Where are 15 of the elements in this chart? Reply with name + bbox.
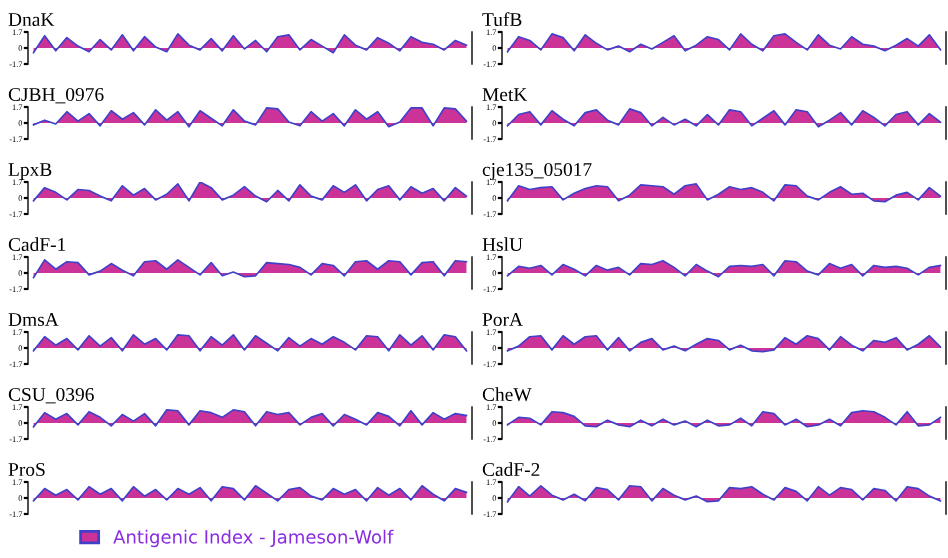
- chart-title: ProS: [8, 462, 45, 477]
- chart-title: DmsA: [8, 313, 59, 327]
- chart-title: TufB: [482, 12, 522, 27]
- chart-title: CadF-2: [482, 462, 540, 477]
- chart-title: MetK: [482, 88, 528, 102]
- chart-title: CJBH_0976: [8, 87, 104, 104]
- chart-title: LpxB: [8, 163, 52, 180]
- chart-title: HslU: [482, 237, 523, 252]
- chart-title: DnaK: [8, 13, 55, 27]
- chart-title: CheW: [482, 387, 532, 402]
- chart-title: cje135_05017: [482, 162, 592, 180]
- chart-title: CSU_0396: [8, 387, 94, 404]
- chart-title: PorA: [482, 313, 523, 327]
- chart-title: CadF-1: [8, 237, 66, 252]
- legend-label: Antigenic Index - Jameson-Wolf: [113, 529, 394, 548]
